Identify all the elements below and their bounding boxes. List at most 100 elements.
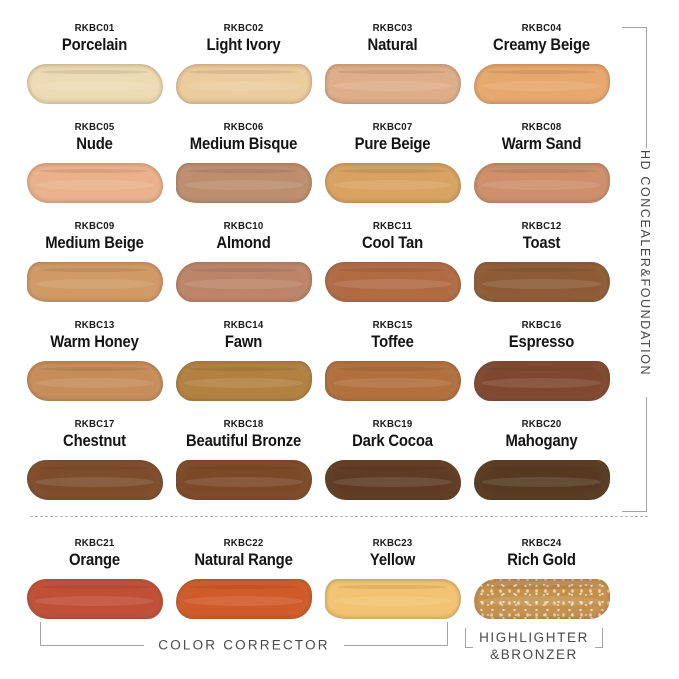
- swatch-cell-rkbc17: RKBC17 Chestnut: [20, 418, 169, 517]
- shade-name: Fawn: [224, 333, 263, 351]
- shade-name: Chestnut: [63, 432, 126, 450]
- swatch-cell-rkbc05: RKBC05 Nude: [20, 121, 169, 220]
- shade-code: RKBC24: [521, 537, 562, 549]
- swatch-smear: [26, 64, 163, 104]
- right-bracket-lower-line: [646, 397, 647, 512]
- bracket-tick-left: [40, 622, 41, 645]
- swatch-smear: [324, 64, 461, 104]
- swatch-cell-rkbc04: RKBC04 Creamy Beige: [467, 22, 616, 121]
- shade-name: Yellow: [369, 551, 416, 569]
- shade-code: RKBC12: [521, 220, 562, 232]
- swatch-smear: [473, 163, 610, 203]
- shade-code: RKBC21: [74, 537, 115, 549]
- swatch-smear: [175, 460, 312, 500]
- shade-name: Beautiful Bronze: [185, 432, 302, 450]
- swatch-smear: [473, 262, 610, 302]
- shade-code: RKBC06: [223, 121, 264, 133]
- shade-code: RKBC23: [372, 537, 413, 549]
- shade-code: RKBC11: [372, 220, 413, 232]
- swatch-smear: [175, 579, 312, 619]
- swatch-smear: [324, 163, 461, 203]
- swatch-cell-rkbc22: RKBC22 Natural Range: [169, 537, 318, 647]
- swatch-cell-rkbc23: RKBC23 Yellow: [318, 537, 467, 647]
- bracket-corner-left: [465, 628, 473, 648]
- swatch-smear: [26, 460, 163, 500]
- shade-name: Warm Sand: [501, 135, 582, 153]
- swatch-grid-main: RKBC01 Porcelain RKBC02 Light Ivory RKBC03 Na…: [20, 22, 616, 517]
- swatch-smear: [473, 64, 610, 104]
- swatch-cell-rkbc07: RKBC07 Pure Beige: [318, 121, 467, 220]
- swatch-smear: [324, 579, 461, 619]
- swatch-cell-rkbc13: RKBC13 Warm Honey: [20, 319, 169, 418]
- swatch-cell-rkbc16: RKBC16 Espresso: [467, 319, 616, 418]
- shade-name: Rich Gold: [507, 551, 576, 569]
- shade-name: Warm Honey: [50, 333, 139, 351]
- swatch-grid-bottom: RKBC21 Orange RKBC22 Natural Range RKBC23 Yel…: [20, 537, 616, 647]
- shade-name: Porcelain: [61, 36, 128, 54]
- swatch-smear: [26, 579, 163, 619]
- swatch-cell-rkbc21: RKBC21 Orange: [20, 537, 169, 647]
- shade-code: RKBC16: [521, 319, 562, 331]
- swatch-cell-rkbc03: RKBC03 Natural: [318, 22, 467, 121]
- right-bracket-top-tick: [622, 27, 647, 28]
- shade-name: Almond: [216, 234, 271, 252]
- swatch-cell-rkbc11: RKBC11 Cool Tan: [318, 220, 467, 319]
- swatch-cell-rkbc08: RKBC08 Warm Sand: [467, 121, 616, 220]
- shade-name: Creamy Beige: [493, 36, 590, 54]
- swatch-smear: [473, 460, 610, 500]
- shade-name: Pure Beige: [354, 135, 431, 153]
- swatch-smear: [175, 262, 312, 302]
- swatch-cell-rkbc01: RKBC01 Porcelain: [20, 22, 169, 121]
- swatch-smear: [26, 163, 163, 203]
- shade-name: Toffee: [371, 333, 414, 351]
- shade-code: RKBC13: [74, 319, 115, 331]
- shade-name: Natural Range: [194, 551, 293, 569]
- shade-name: Mahogany: [505, 432, 578, 450]
- swatch-cell-rkbc06: RKBC06 Medium Bisque: [169, 121, 318, 220]
- swatch-cell-rkbc20: RKBC20 Mahogany: [467, 418, 616, 517]
- swatch-cell-rkbc12: RKBC12 Toast: [467, 220, 616, 319]
- shade-code: RKBC05: [74, 121, 115, 133]
- swatch-smear: [324, 361, 461, 401]
- swatch-cell-rkbc19: RKBC19 Dark Cocoa: [318, 418, 467, 517]
- shade-code: RKBC15: [372, 319, 413, 331]
- swatch-smear: [324, 262, 461, 302]
- shade-code: RKBC02: [223, 22, 264, 34]
- bracket-line-left: [40, 645, 144, 646]
- shade-code: RKBC10: [223, 220, 264, 232]
- shade-code: RKBC07: [372, 121, 413, 133]
- shade-name: Dark Cocoa: [352, 432, 433, 450]
- right-bracket-upper-line: [646, 27, 647, 148]
- highlighter-label-line1: HIGHLIGHTER: [479, 630, 589, 645]
- color-corrector-bracket: COLOR CORRECTOR: [40, 622, 448, 664]
- shade-code: RKBC19: [372, 418, 413, 430]
- shade-name: Orange: [69, 551, 120, 569]
- group-label-color-corrector: COLOR CORRECTOR: [158, 637, 330, 653]
- swatch-cell-rkbc09: RKBC09 Medium Beige: [20, 220, 169, 319]
- shade-name: Espresso: [508, 333, 575, 351]
- shade-name: Light Ivory: [206, 36, 281, 54]
- shade-code: RKBC17: [74, 418, 115, 430]
- shade-code: RKBC09: [74, 220, 115, 232]
- swatch-smear: [26, 361, 163, 401]
- group-label-hd-concealer-foundation: HD CONCEALER&FOUNDATION: [638, 150, 652, 377]
- shade-name: Nude: [76, 135, 113, 153]
- swatch-cell-rkbc14: RKBC14 Fawn: [169, 319, 318, 418]
- shade-code: RKBC22: [223, 537, 264, 549]
- swatch-smear: [473, 579, 610, 619]
- swatch-cell-rkbc02: RKBC02 Light Ivory: [169, 22, 318, 121]
- swatch-cell-rkbc10: RKBC10 Almond: [169, 220, 318, 319]
- highlighter-bronzer-bracket: HIGHLIGHTER &BRONZER: [465, 628, 603, 672]
- bracket-tick-right: [447, 622, 448, 645]
- swatch-cell-rkbc18: RKBC18 Beautiful Bronze: [169, 418, 318, 517]
- shade-name: Medium Bisque: [189, 135, 298, 153]
- swatch-cell-rkbc15: RKBC15 Toffee: [318, 319, 467, 418]
- group-label-highlighter-bronzer: HIGHLIGHTER &BRONZER: [465, 629, 603, 663]
- shade-name: Natural: [367, 36, 418, 54]
- right-bracket-bottom-tick: [622, 511, 647, 512]
- swatch-smear: [175, 361, 312, 401]
- shade-code: RKBC08: [521, 121, 562, 133]
- swatch-cell-rkbc24: RKBC24 Rich Gold: [467, 537, 616, 647]
- swatch-smear: [175, 163, 312, 203]
